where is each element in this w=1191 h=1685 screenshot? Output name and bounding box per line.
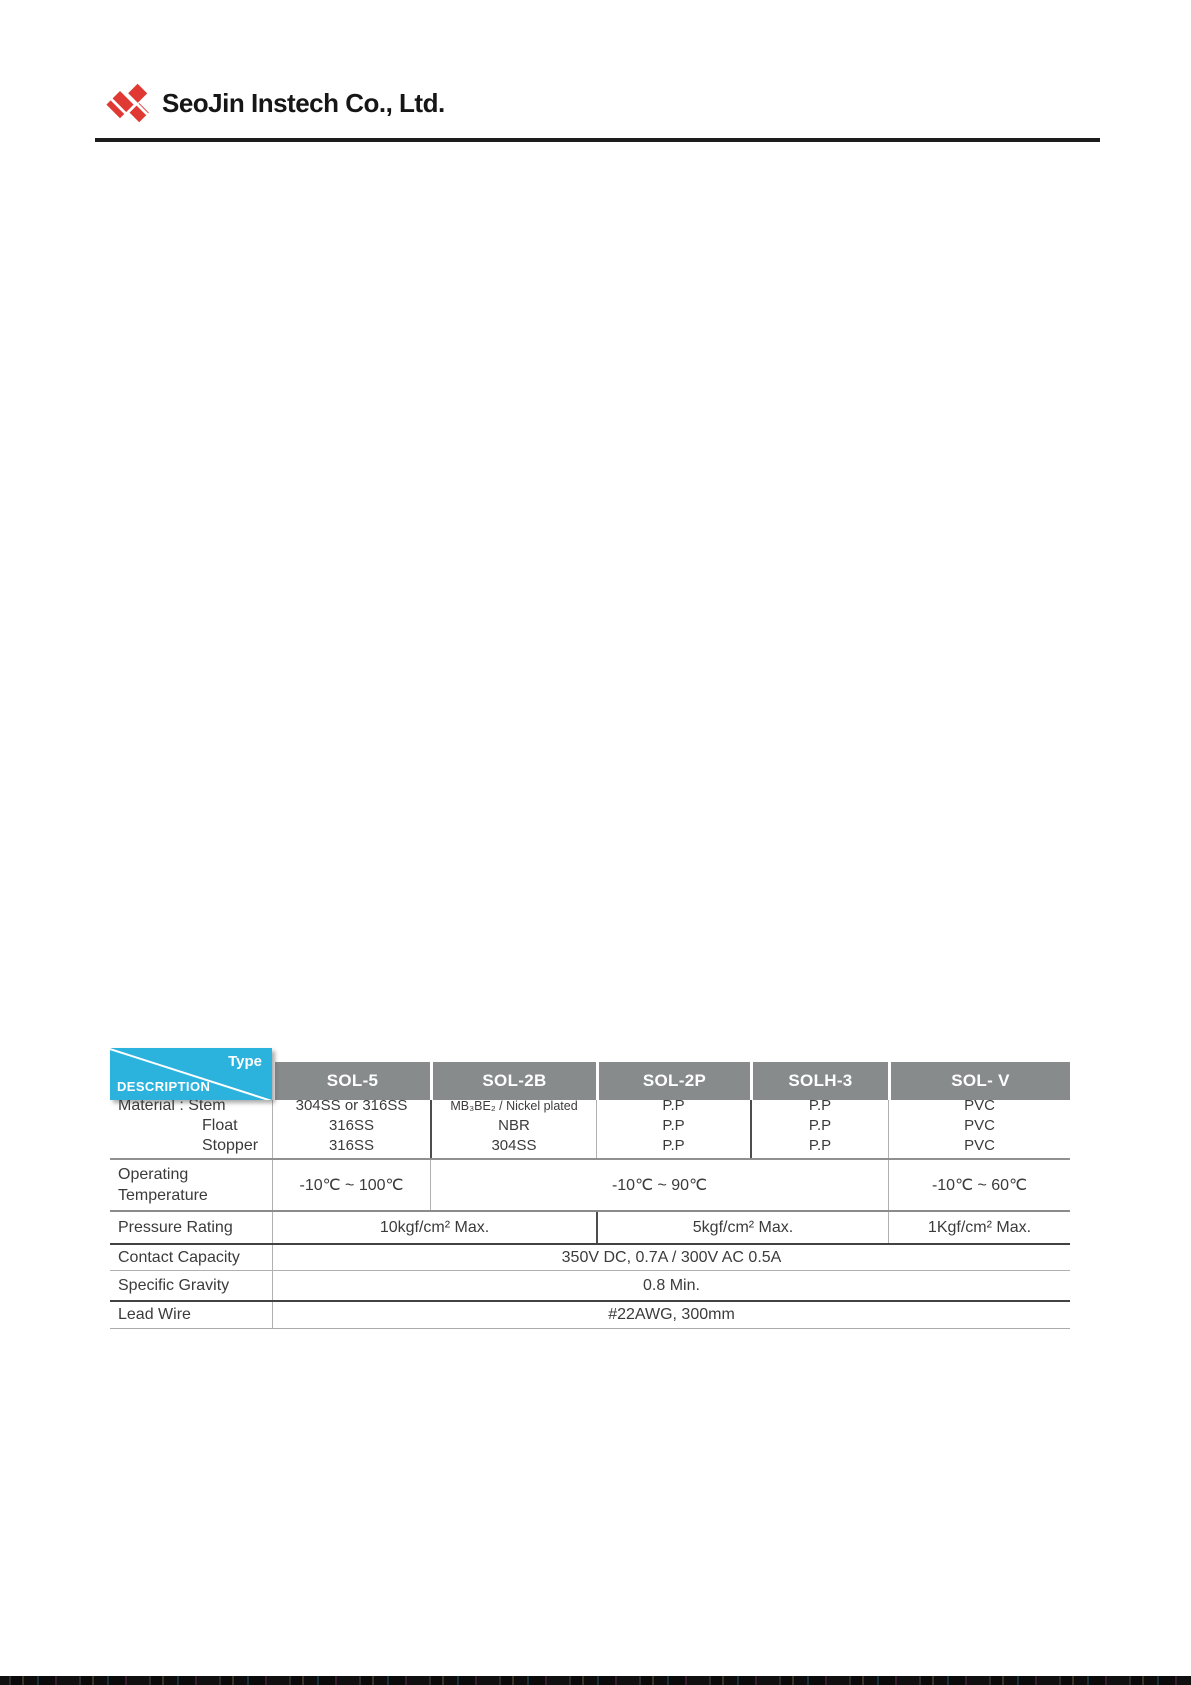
lead-wire-value: #22AWG, 300mm [272, 1302, 1070, 1328]
material-cell-sol2b: MB₃BE₂ / Nickel plated NBR 304SS [430, 1090, 596, 1158]
material-value: P.P [662, 1137, 685, 1154]
material-value: P.P [662, 1117, 685, 1134]
logo-white-slash [104, 92, 139, 126]
logo-diamond-large [106, 91, 134, 119]
row-material: Material : Stem Float Stopper 304SS or 3… [110, 1090, 1070, 1160]
corner-cell: Type DESCRIPTION [110, 1048, 272, 1100]
material-value: 316SS [328, 1117, 375, 1134]
corner-label-type: Type [228, 1053, 262, 1070]
material-value: P.P [662, 1097, 685, 1114]
corner-label-description: DESCRIPTION [117, 1079, 211, 1094]
logo-white-slash [114, 81, 149, 116]
material-value: 316SS [328, 1137, 375, 1154]
scan-edge-artifact [0, 1676, 1191, 1685]
lead-wire-label: Lead Wire [118, 1306, 191, 1323]
material-label-stem: Material : Stem [118, 1097, 226, 1114]
logo-diamond-top [128, 83, 148, 103]
specific-gravity-label: Specific Gravity [118, 1276, 230, 1294]
specification-table: Type DESCRIPTION SOL-5 SOL-2B SOL-2P SOL… [110, 1048, 1070, 1329]
column-header-sol2b: SOL-2B [430, 1062, 596, 1100]
material-value: MB₃BE₂ / Nickel plated [450, 1099, 578, 1113]
row-lead-wire: Lead Wire #22AWG, 300mm [110, 1302, 1070, 1329]
column-header-sol2p: SOL-2P [596, 1062, 750, 1100]
row-specific-gravity: Specific Gravity 0.8 Min. [110, 1271, 1070, 1302]
pressure-cell-sol5-sol2b: 10kgf/cm² Max. [272, 1212, 596, 1243]
column-header-solv: SOL- V [888, 1062, 1070, 1100]
material-cell-sol5: 304SS or 316SS 316SS 316SS [272, 1090, 430, 1158]
material-cell-solh3: P.P P.P P.P [750, 1090, 888, 1158]
label-line: Temperature [118, 1187, 208, 1204]
specific-gravity-value: 0.8 Min. [272, 1271, 1070, 1300]
operating-cell-solv: -10℃ ~ 60℃ [888, 1160, 1070, 1210]
operating-cell-sol5: -10℃ ~ 100℃ [272, 1160, 430, 1210]
row-pressure-rating: Pressure Rating 10kgf/cm² Max. 5kgf/cm² … [110, 1212, 1070, 1245]
company-name: SeoJin Instech Co., Ltd. [162, 87, 445, 118]
contact-capacity-label: Contact Capacity [118, 1248, 240, 1266]
pressure-cell-sol2p-solh3: 5kgf/cm² Max. [596, 1212, 888, 1243]
material-cell-solv: PVC PVC PVC [888, 1090, 1070, 1158]
column-header-sol5: SOL-5 [272, 1062, 430, 1100]
row-contact-capacity: Contact Capacity 350V DC, 0.7A / 300V AC… [110, 1245, 1070, 1271]
material-value: PVC [964, 1137, 995, 1154]
logo-diamond-bottom [129, 103, 149, 123]
letterhead-rule [95, 138, 1100, 142]
material-value: 304SS or 316SS [295, 1097, 408, 1114]
material-value: PVC [964, 1117, 995, 1134]
material-value: P.P [808, 1137, 832, 1154]
letterhead: SeoJin Instech Co., Ltd. [104, 80, 445, 126]
row-operating-temperature: Operating Temperature -10℃ ~ 100℃ -10℃ ~… [110, 1160, 1070, 1212]
material-value: P.P [808, 1097, 832, 1114]
label-line: Operating [118, 1166, 189, 1183]
material-value: 304SS [491, 1137, 537, 1154]
material-cell-sol2p: P.P P.P P.P [596, 1090, 750, 1158]
operating-cell-sol2b-solh3: -10℃ ~ 90℃ [430, 1160, 888, 1210]
material-value: P.P [808, 1117, 832, 1134]
pressure-cell-solv: 1Kgf/cm² Max. [888, 1212, 1070, 1243]
material-value: NBR [498, 1117, 530, 1134]
material-row-label: Material : Stem Float Stopper [110, 1090, 272, 1158]
material-label-stopper: Stopper [202, 1137, 259, 1154]
contact-capacity-value: 350V DC, 0.7A / 300V AC 0.5A [272, 1245, 1070, 1270]
column-header-solh3: SOLH-3 [750, 1062, 888, 1100]
company-logo-icon [104, 81, 149, 126]
table-header-row: Type DESCRIPTION SOL-5 SOL-2B SOL-2P SOL… [110, 1048, 1070, 1100]
operating-temperature-label: Operating Temperature [110, 1160, 272, 1210]
material-value: PVC [964, 1097, 995, 1114]
material-label-float: Float [202, 1117, 238, 1134]
pressure-rating-label: Pressure Rating [118, 1218, 233, 1236]
